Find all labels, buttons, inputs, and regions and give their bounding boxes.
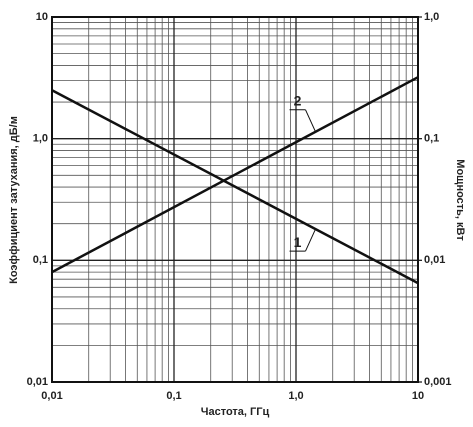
y2-tick-label: 0,1 <box>424 133 439 145</box>
x-tick-label: 10 <box>412 390 424 402</box>
series-line <box>51 89 419 285</box>
y-axis-label: Коэффициент затухания, дБ/м <box>8 116 20 284</box>
y2-axis-label: Мощность, кВт <box>454 159 466 241</box>
x-axis-label: Частота, ГГц <box>201 406 270 418</box>
series-label: 2 <box>294 92 302 108</box>
y2-tick-label: 0,01 <box>424 254 445 266</box>
series-label: 1 <box>294 234 302 250</box>
y-tick-label: 1,0 <box>33 133 48 145</box>
leader-line <box>305 109 316 132</box>
x-tick-label: 0,01 <box>41 390 62 402</box>
y2-tick-label: 1,0 <box>424 11 439 23</box>
series-line <box>51 76 419 274</box>
y2-tick-label: 0,001 <box>424 376 452 388</box>
y-tick-label: 0,1 <box>33 254 48 266</box>
leader-line <box>305 228 316 252</box>
y-tick-label: 10 <box>36 11 48 23</box>
plot-frame <box>51 16 419 383</box>
x-tick-label: 1,0 <box>288 390 303 402</box>
y-tick-label: 0,01 <box>27 376 48 388</box>
x-tick-label: 0,1 <box>166 390 181 402</box>
